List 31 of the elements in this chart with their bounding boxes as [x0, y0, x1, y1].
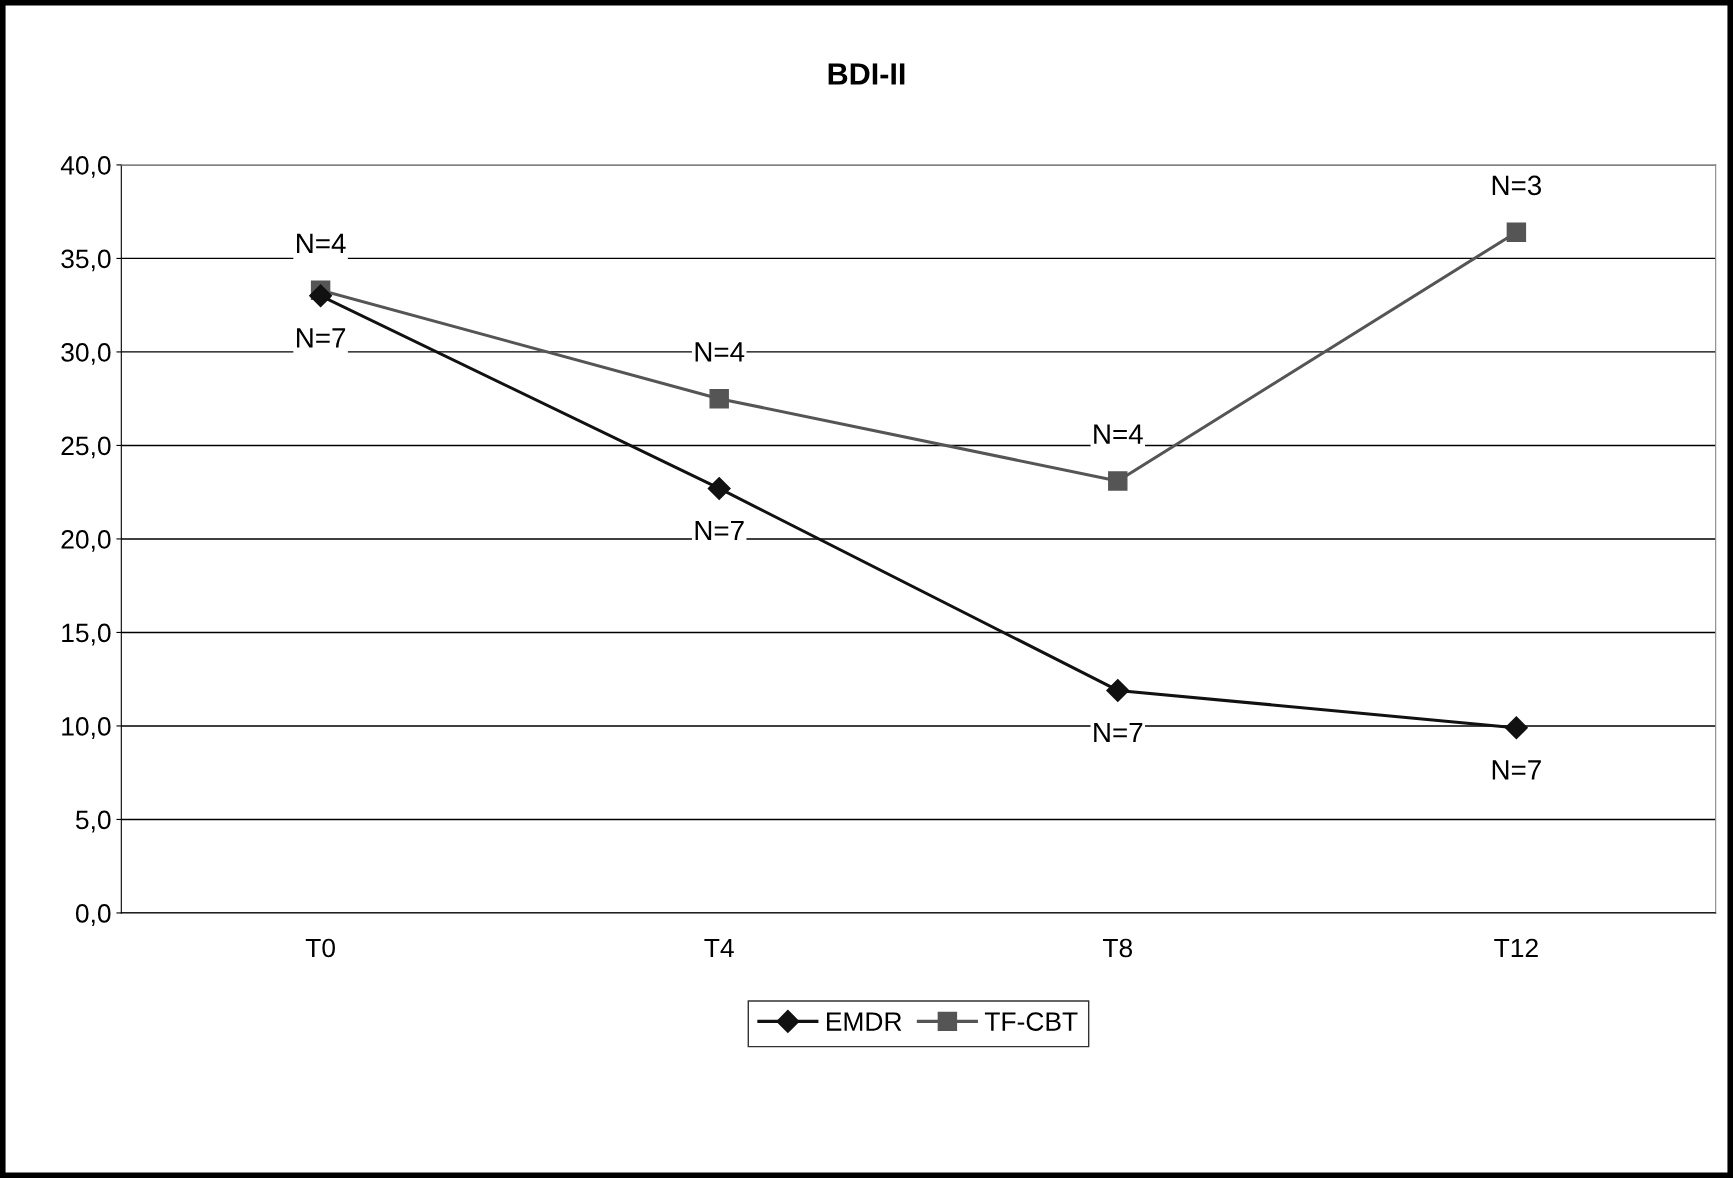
chart-title: BDI-II — [828, 63, 905, 85]
y-tick-label: 30,0 — [61, 343, 111, 365]
point — [1504, 716, 1528, 740]
point — [1106, 678, 1130, 702]
annotation: N=4 — [297, 233, 346, 253]
x-tick-label: T0 — [305, 938, 335, 958]
annotation: N=3 — [1492, 175, 1542, 196]
point — [709, 388, 729, 409]
x-tick-label: T12 — [1494, 938, 1538, 958]
y-tick-label: 15,0 — [62, 623, 111, 646]
x-tick-label: T4 — [704, 938, 734, 958]
annotation: N=7 — [1094, 722, 1143, 743]
annotation: N=7 — [695, 520, 744, 541]
point — [1506, 222, 1527, 242]
annotation: N=7 — [297, 328, 346, 348]
annotation: N=4 — [1094, 424, 1143, 444]
point — [1108, 471, 1128, 491]
y-tick-label: 5,0 — [75, 810, 111, 833]
y-tick-label: 0,0 — [75, 904, 111, 926]
x-tick-label: T8 — [1102, 938, 1133, 958]
legend-label: EMDR — [826, 1012, 902, 1031]
y-tick-label: 25,0 — [61, 436, 111, 459]
y-tick-label: 10,0 — [62, 717, 111, 739]
annotation: N=7 — [1492, 760, 1541, 780]
annotation: N=4 — [695, 342, 745, 362]
y-tick-label: 35,0 — [61, 249, 111, 272]
y-tick-label: 40,0 — [60, 156, 111, 178]
point — [707, 476, 731, 500]
y-tick-label: 20,0 — [61, 530, 111, 552]
point — [309, 284, 333, 308]
legend-label: TF-CBT — [984, 1012, 1078, 1031]
